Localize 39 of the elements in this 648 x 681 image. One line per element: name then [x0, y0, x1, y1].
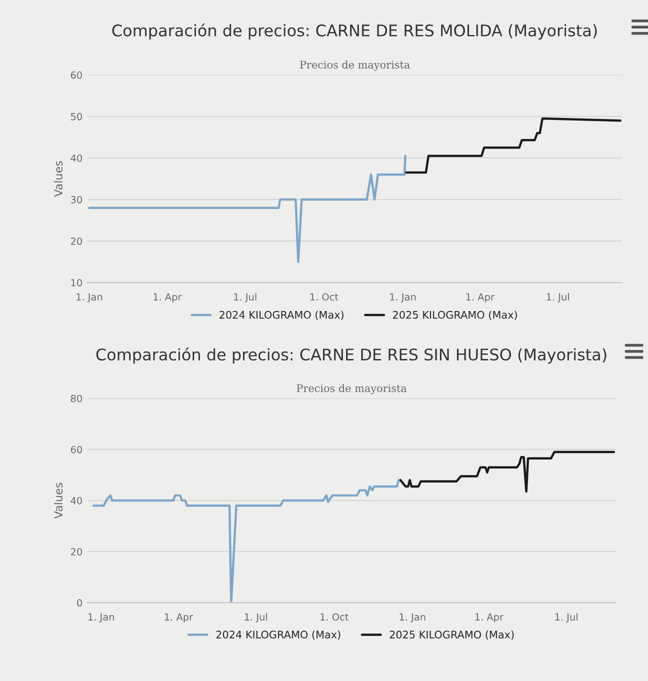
x-tick-label: 1. Jan [390, 293, 416, 302]
x-tick-label: 1. Jul [555, 613, 578, 622]
legend-label: 2024 KILOGRAMO (Max) [220, 310, 344, 320]
chart-title: Comparación de precios: CARNE DE RES SIN HUESO (Mayorista) [96, 348, 606, 364]
x-tick-label: 1. Jul [244, 613, 268, 622]
line-series [405, 117, 622, 174]
y-axis-title: Values [54, 482, 63, 519]
line-series [399, 450, 616, 493]
y-axis-title: Values [54, 161, 63, 197]
line-series [88, 154, 406, 263]
chart-subtitle: Precios de mayorista [296, 384, 407, 394]
x-tick-label: 1. Jan [88, 613, 114, 622]
y-tick-label: 10 [71, 279, 82, 286]
x-tick-label: 1. Apr [154, 293, 182, 302]
line-series [92, 478, 400, 603]
chart-subtitle: Precios de mayorista [300, 60, 410, 71]
y-tick-label: 80 [70, 394, 82, 402]
chart-title: Comparación de precios: CARNE DE RES MOLIDA (Mayorista) [112, 24, 597, 40]
y-tick-label: 0 [77, 599, 82, 607]
legend-label: 2024 KILOGRAMO (Max) [216, 630, 340, 640]
x-tick-label: 1. Jan [400, 613, 426, 622]
x-tick-label: 1. Apr [164, 613, 194, 623]
x-tick-label: 1. Apr [466, 293, 494, 302]
y-tick-label: 20 [70, 548, 82, 556]
y-tick-label: 20 [70, 238, 82, 245]
x-tick-label: 1. Apr [475, 613, 504, 623]
x-tick-label: 1. Jan [76, 293, 102, 302]
y-tick-label: 40 [70, 497, 82, 504]
x-tick-label: 1. Oct [320, 613, 348, 621]
x-tick-label: 1. Jul [234, 293, 256, 302]
y-tick-label: 30 [70, 196, 82, 204]
y-tick-label: 60 [70, 71, 82, 79]
legend-label: 2025 KILOGRAMO (Max) [393, 310, 517, 320]
y-tick-label: 50 [71, 112, 82, 120]
y-tick-label: 60 [70, 446, 82, 454]
y-tick-label: 40 [70, 154, 82, 162]
x-tick-label: 1. Oct [310, 293, 338, 301]
x-tick-label: 1. Jul [546, 293, 569, 302]
legend-label: 2025 KILOGRAMO (Max) [390, 630, 514, 640]
